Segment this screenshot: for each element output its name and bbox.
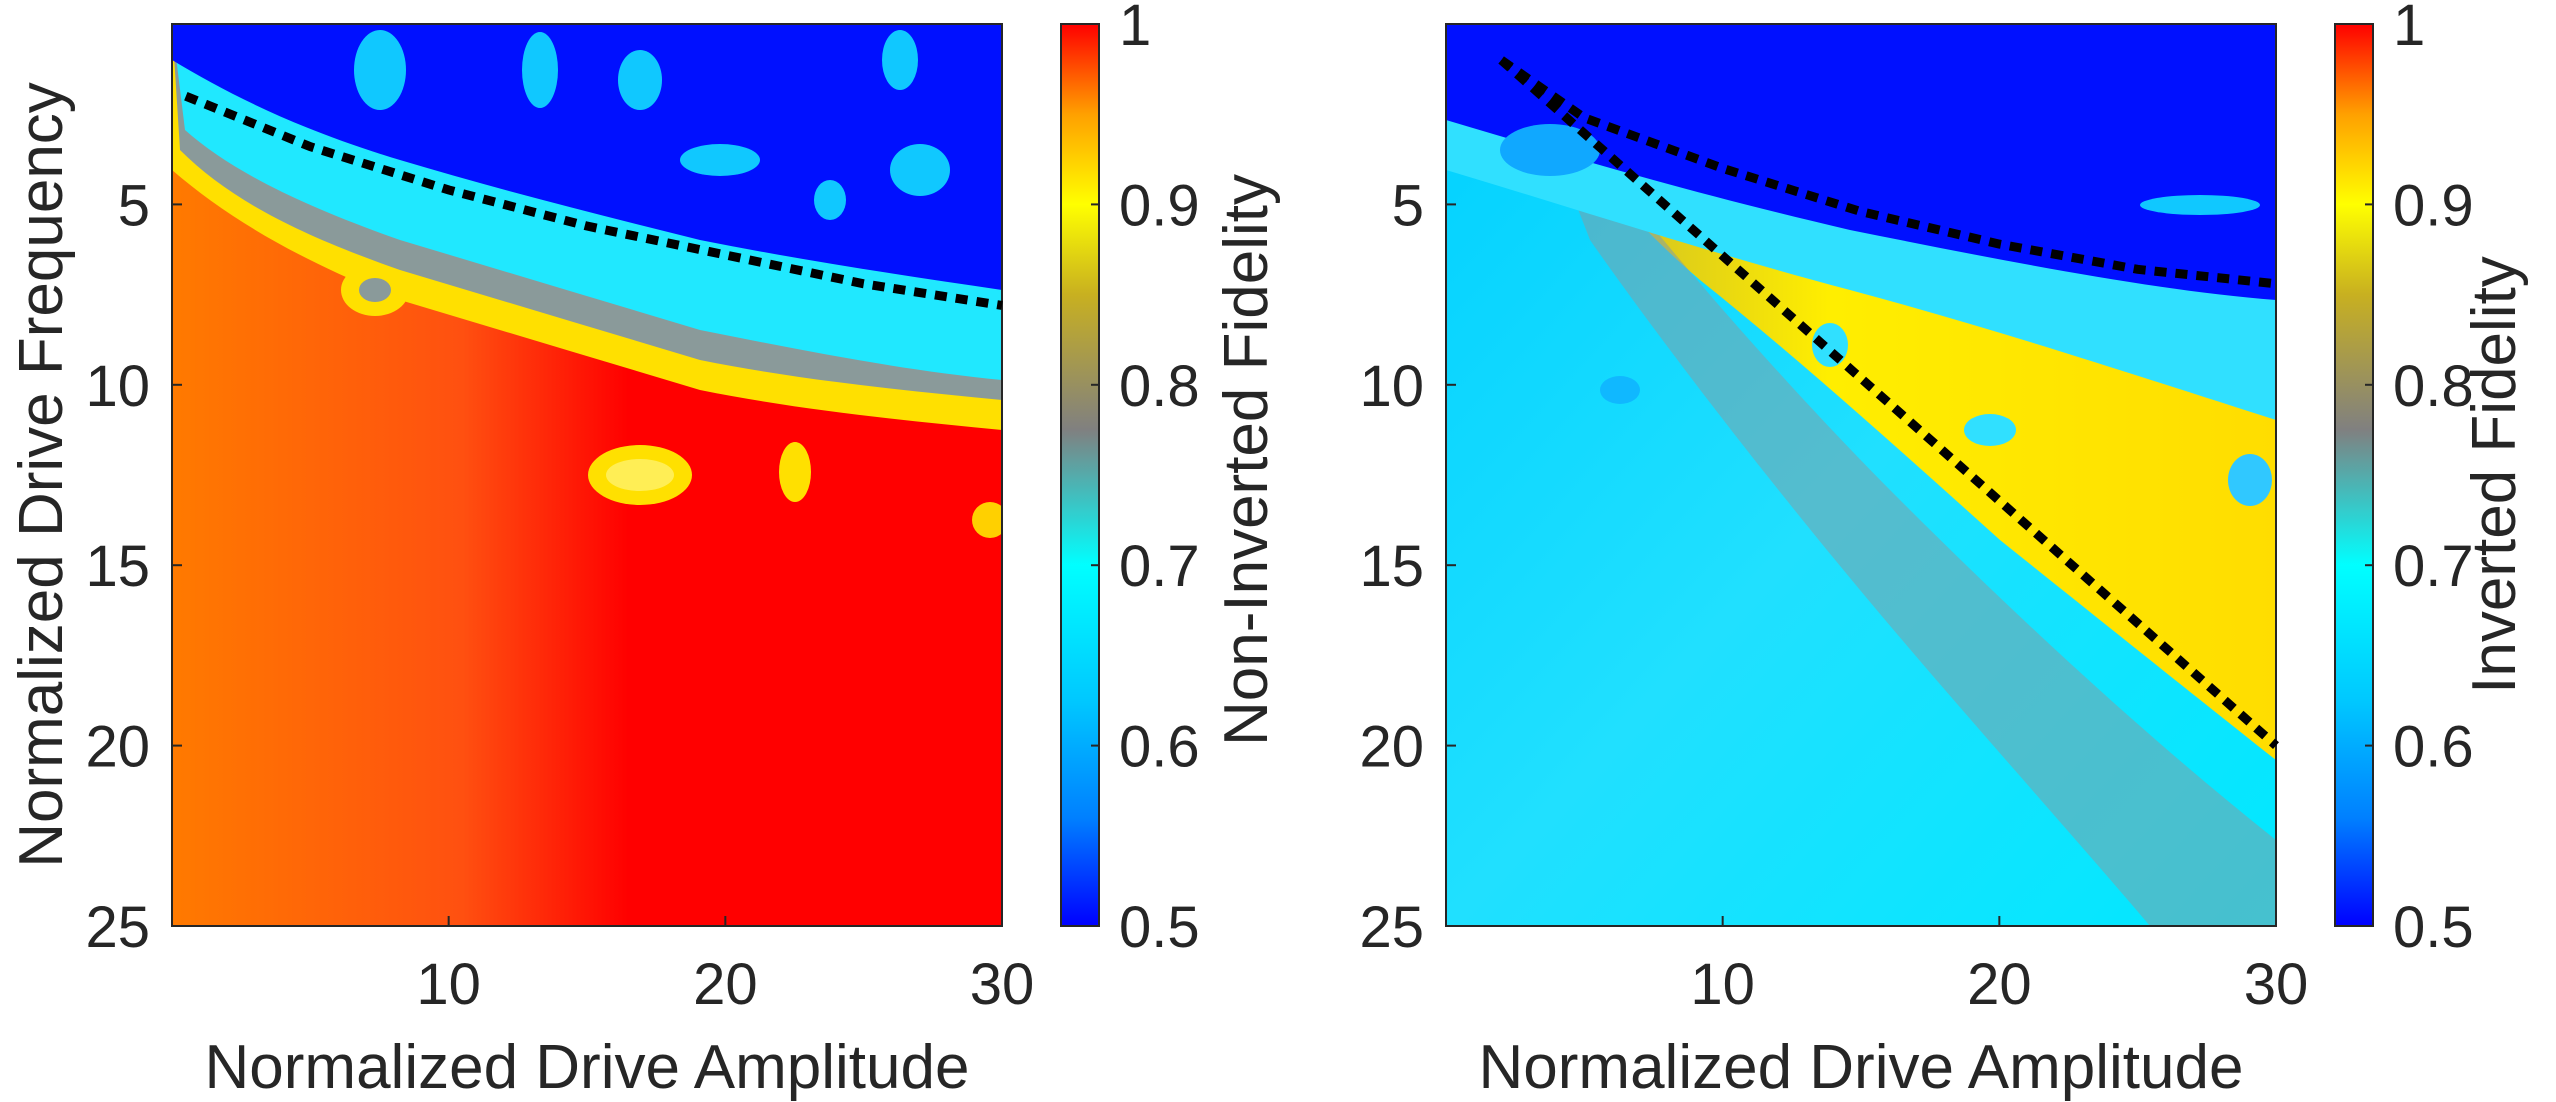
- left-ytick-label-1: 10: [85, 354, 150, 419]
- left-xtick-label-0: 10: [416, 952, 481, 1017]
- right-region-grey: [1520, 60, 2276, 926]
- right-speckles: [1500, 124, 2272, 506]
- left-ytick-label-4: 25: [85, 895, 150, 960]
- left-ctick-label-5: 1: [1119, 0, 1151, 58]
- left-ytick-label-2: 15: [85, 534, 150, 599]
- right-ctick-label-3: 0.8: [2393, 354, 2474, 419]
- right-ctick-label-0: 0.5: [2393, 895, 2474, 960]
- right-colorbar-ticks: 0.5 0.6 0.7 0.8 0.9 1: [2365, 0, 2474, 960]
- left-islands: [341, 264, 1002, 538]
- right-colorbar-label: Inverted Fidelity: [2460, 256, 2529, 694]
- right-ytick-label-3: 20: [1359, 715, 1424, 780]
- right-region-low: [1446, 24, 2276, 300]
- left-y-axis-label: Normalized Drive Frequency: [7, 82, 76, 868]
- right-ytick-label-1: 10: [1359, 354, 1424, 419]
- left-y-ticks: 5 10 15 20 25: [85, 173, 182, 960]
- left-speckles: [354, 30, 950, 220]
- right-ctick-label-5: 1: [2393, 0, 2425, 58]
- right-ytick-label-0: 5: [1392, 173, 1424, 238]
- right-plot-frame: [1445, 23, 2277, 927]
- right-heatmap: [1446, 24, 2276, 926]
- right-ctick-label-1: 0.6: [2393, 715, 2474, 780]
- right-ytick-label-2: 15: [1359, 534, 1424, 599]
- right-xtick-label-1: 20: [1967, 952, 2032, 1017]
- left-xtick-label-1: 20: [693, 952, 758, 1017]
- right-panel: 10 20 30 5 10 15 20 25 Normalized Drive Amplit…: [1359, 0, 2529, 1102]
- left-ctick-label-1: 0.6: [1119, 715, 1200, 780]
- left-colorbar: [1060, 23, 1100, 927]
- right-xtick-label-2: 30: [2244, 952, 2309, 1017]
- left-ytick-label-0: 5: [118, 173, 150, 238]
- right-ytick-label-4: 25: [1359, 895, 1424, 960]
- left-ctick-label-2: 0.7: [1119, 534, 1200, 599]
- left-ctick-label-0: 0.5: [1119, 895, 1200, 960]
- right-dashed-line-diagonal: [1498, 56, 2279, 749]
- left-ctick-label-4: 0.9: [1119, 173, 1200, 238]
- right-colorbar: [2334, 23, 2374, 927]
- left-x-ticks: 10 20 30: [416, 916, 1034, 1017]
- left-heatmap: [172, 24, 1002, 926]
- left-colorbar-label: Non-Inverted Fidelity: [1212, 174, 1281, 746]
- left-ytick-label-3: 20: [85, 715, 150, 780]
- left-dashed-line: [184, 91, 1003, 310]
- right-y-ticks: 5 10 15 20 25: [1359, 173, 1456, 960]
- left-colorbar-ticks: 0.5 0.6 0.7 0.8 0.9 1: [1091, 0, 1200, 960]
- right-x-ticks: 10 20 30: [1690, 916, 2308, 1017]
- right-dashed-line-upper: [1498, 56, 2277, 289]
- left-xtick-label-2: 30: [970, 952, 1035, 1017]
- left-x-axis-label: Normalized Drive Amplitude: [205, 1033, 970, 1102]
- right-ctick-label-2: 0.7: [2393, 534, 2474, 599]
- left-plot-frame: [171, 23, 1003, 927]
- right-xtick-label-0: 10: [1690, 952, 1755, 1017]
- right-x-axis-label: Normalized Drive Amplitude: [1479, 1033, 2244, 1102]
- left-panel: 10 20 30 5 10 15 20 25 Normalized Drive Amplit…: [7, 0, 1281, 1102]
- left-ctick-label-3: 0.8: [1119, 354, 1200, 419]
- right-ctick-label-4: 0.9: [2393, 173, 2474, 238]
